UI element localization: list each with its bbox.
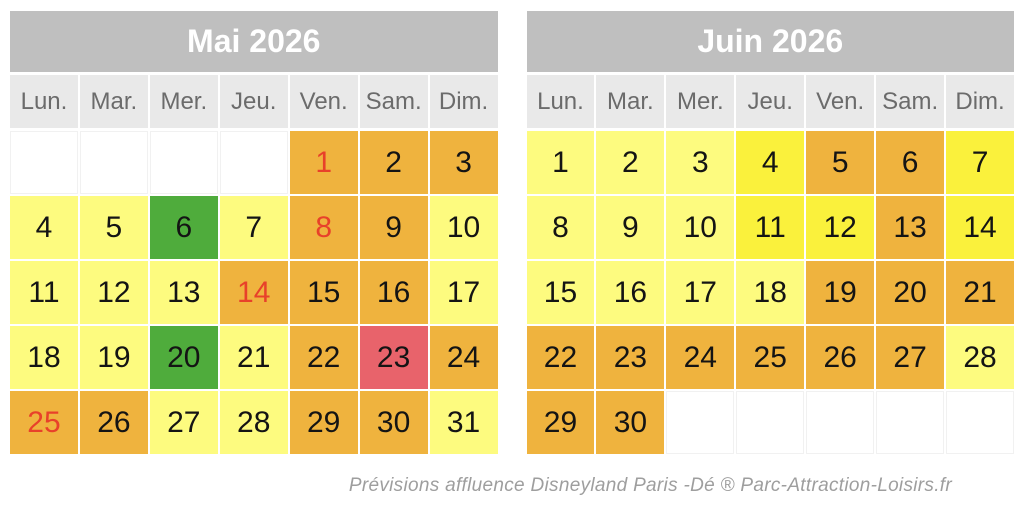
day-cell-21[interactable]: 21 bbox=[219, 326, 288, 389]
day-cell-7[interactable]: 7 bbox=[946, 131, 1014, 194]
day-cell-24[interactable]: 24 bbox=[429, 326, 498, 389]
day-cell-1[interactable]: 1 bbox=[289, 131, 358, 194]
day-cell-27[interactable]: 27 bbox=[149, 391, 218, 454]
day-cell-7[interactable]: 7 bbox=[219, 196, 288, 259]
day-cell-17[interactable]: 17 bbox=[429, 261, 498, 324]
day-cell-3[interactable]: 3 bbox=[429, 131, 498, 194]
day-cell-19[interactable]: 19 bbox=[806, 261, 875, 324]
day-cell-11[interactable]: 11 bbox=[736, 196, 805, 259]
day-cell-15[interactable]: 15 bbox=[289, 261, 358, 324]
weekday-label: Sam. bbox=[359, 75, 428, 128]
day-cell-23[interactable]: 23 bbox=[596, 326, 665, 389]
day-cell-16[interactable]: 16 bbox=[596, 261, 665, 324]
day-cell-6[interactable]: 6 bbox=[149, 196, 218, 259]
day-cell-23[interactable]: 23 bbox=[359, 326, 428, 389]
day-cell-15[interactable]: 15 bbox=[526, 261, 595, 324]
calendar-grid-may: 1 2 3 4 5 6 7 8 9 10 11 12 13 14 15 16 17 18 19 20 21 22 23 24 2… bbox=[10, 131, 498, 454]
day-cell-28[interactable]: 28 bbox=[219, 391, 288, 454]
day-cell-25[interactable]: 25 bbox=[736, 326, 805, 389]
empty-day-cell bbox=[10, 131, 78, 194]
day-cell-24[interactable]: 24 bbox=[666, 326, 735, 389]
day-cell-2[interactable]: 2 bbox=[359, 131, 428, 194]
weekday-label: Lun. bbox=[10, 75, 78, 128]
day-cell-25[interactable]: 25 bbox=[10, 391, 78, 454]
day-cell-22[interactable]: 22 bbox=[289, 326, 358, 389]
day-cell-13[interactable]: 13 bbox=[149, 261, 218, 324]
day-cell-10[interactable]: 10 bbox=[666, 196, 735, 259]
day-cell-30[interactable]: 30 bbox=[359, 391, 428, 454]
weekday-label: Dim. bbox=[429, 75, 498, 128]
weekday-label: Mer. bbox=[666, 75, 735, 128]
empty-day-cell bbox=[219, 131, 288, 194]
day-cell-2[interactable]: 2 bbox=[596, 131, 665, 194]
day-cell-26[interactable]: 26 bbox=[79, 391, 148, 454]
empty-day-cell bbox=[806, 391, 875, 454]
day-cell-21[interactable]: 21 bbox=[946, 261, 1014, 324]
day-cell-3[interactable]: 3 bbox=[666, 131, 735, 194]
day-cell-18[interactable]: 18 bbox=[10, 326, 78, 389]
empty-day-cell bbox=[79, 131, 148, 194]
day-cell-5[interactable]: 5 bbox=[79, 196, 148, 259]
day-cell-29[interactable]: 29 bbox=[289, 391, 358, 454]
weekday-header-row: Lun. Mar. Mer. Jeu. Ven. Sam. Dim. bbox=[526, 75, 1014, 128]
day-cell-9[interactable]: 9 bbox=[596, 196, 665, 259]
day-cell-10[interactable]: 10 bbox=[429, 196, 498, 259]
day-cell-1[interactable]: 1 bbox=[526, 131, 595, 194]
day-cell-20[interactable]: 20 bbox=[876, 261, 945, 324]
day-cell-4[interactable]: 4 bbox=[10, 196, 78, 259]
calendar-grid-june: 1 2 3 4 5 6 7 8 9 10 11 12 13 14 15 16 17 18 19 20 21 22 23 24 2… bbox=[526, 131, 1014, 454]
weekday-label: Ven. bbox=[806, 75, 875, 128]
day-cell-31[interactable]: 31 bbox=[429, 391, 498, 454]
weekday-header-row: Lun. Mar. Mer. Jeu. Ven. Sam. Dim. bbox=[10, 75, 498, 128]
day-cell-11[interactable]: 11 bbox=[10, 261, 78, 324]
weekday-label: Dim. bbox=[946, 75, 1014, 128]
day-cell-27[interactable]: 27 bbox=[876, 326, 945, 389]
day-cell-14[interactable]: 14 bbox=[946, 196, 1014, 259]
day-cell-8[interactable]: 8 bbox=[526, 196, 595, 259]
day-cell-18[interactable]: 18 bbox=[736, 261, 805, 324]
day-cell-14[interactable]: 14 bbox=[219, 261, 288, 324]
day-cell-17[interactable]: 17 bbox=[666, 261, 735, 324]
weekday-label: Ven. bbox=[289, 75, 358, 128]
day-cell-19[interactable]: 19 bbox=[79, 326, 148, 389]
empty-day-cell bbox=[876, 391, 945, 454]
day-cell-16[interactable]: 16 bbox=[359, 261, 428, 324]
day-cell-22[interactable]: 22 bbox=[526, 326, 595, 389]
empty-day-cell bbox=[736, 391, 805, 454]
weekday-label: Jeu. bbox=[219, 75, 288, 128]
day-cell-28[interactable]: 28 bbox=[946, 326, 1014, 389]
day-cell-30[interactable]: 30 bbox=[596, 391, 665, 454]
day-cell-5[interactable]: 5 bbox=[806, 131, 875, 194]
weekday-label: Lun. bbox=[526, 75, 595, 128]
empty-day-cell bbox=[666, 391, 735, 454]
day-cell-13[interactable]: 13 bbox=[876, 196, 945, 259]
weekday-label: Mar. bbox=[79, 75, 148, 128]
day-cell-12[interactable]: 12 bbox=[806, 196, 875, 259]
calendar-june-2026: Juin 2026 Lun. Mar. Mer. Jeu. Ven. Sam. Dim. 1… bbox=[526, 11, 1014, 454]
empty-day-cell bbox=[946, 391, 1014, 454]
day-cell-9[interactable]: 9 bbox=[359, 196, 428, 259]
watermark-text: Prévisions affluence Disneyland Paris -D… bbox=[348, 475, 952, 496]
empty-day-cell bbox=[149, 131, 218, 194]
day-cell-8[interactable]: 8 bbox=[289, 196, 358, 259]
day-cell-4[interactable]: 4 bbox=[736, 131, 805, 194]
weekday-label: Sam. bbox=[876, 75, 945, 128]
weekday-label: Jeu. bbox=[736, 75, 805, 128]
day-cell-12[interactable]: 12 bbox=[79, 261, 148, 324]
calendar-title-may: Mai 2026 bbox=[10, 11, 498, 72]
weekday-label: Mar. bbox=[596, 75, 665, 128]
day-cell-29[interactable]: 29 bbox=[526, 391, 595, 454]
day-cell-6[interactable]: 6 bbox=[876, 131, 945, 194]
calendar-title-june: Juin 2026 bbox=[526, 11, 1014, 72]
day-cell-26[interactable]: 26 bbox=[806, 326, 875, 389]
weekday-label: Mer. bbox=[149, 75, 218, 128]
day-cell-20[interactable]: 20 bbox=[149, 326, 218, 389]
